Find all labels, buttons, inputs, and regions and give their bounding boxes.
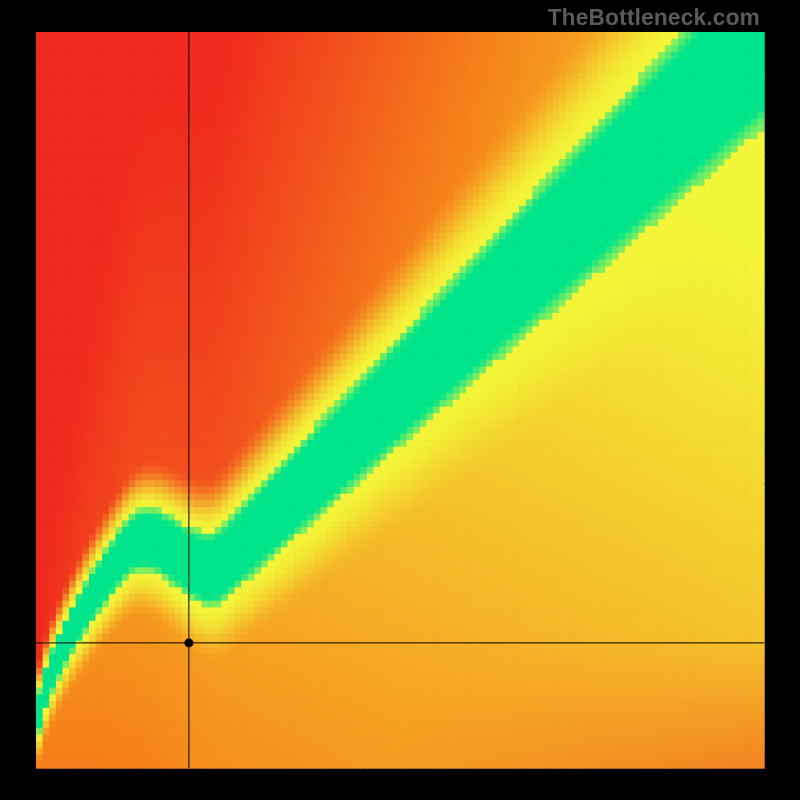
bottleneck-heatmap-canvas	[0, 0, 800, 800]
watermark-text: TheBottleneck.com	[548, 4, 760, 31]
chart-container: TheBottleneck.com	[0, 0, 800, 800]
